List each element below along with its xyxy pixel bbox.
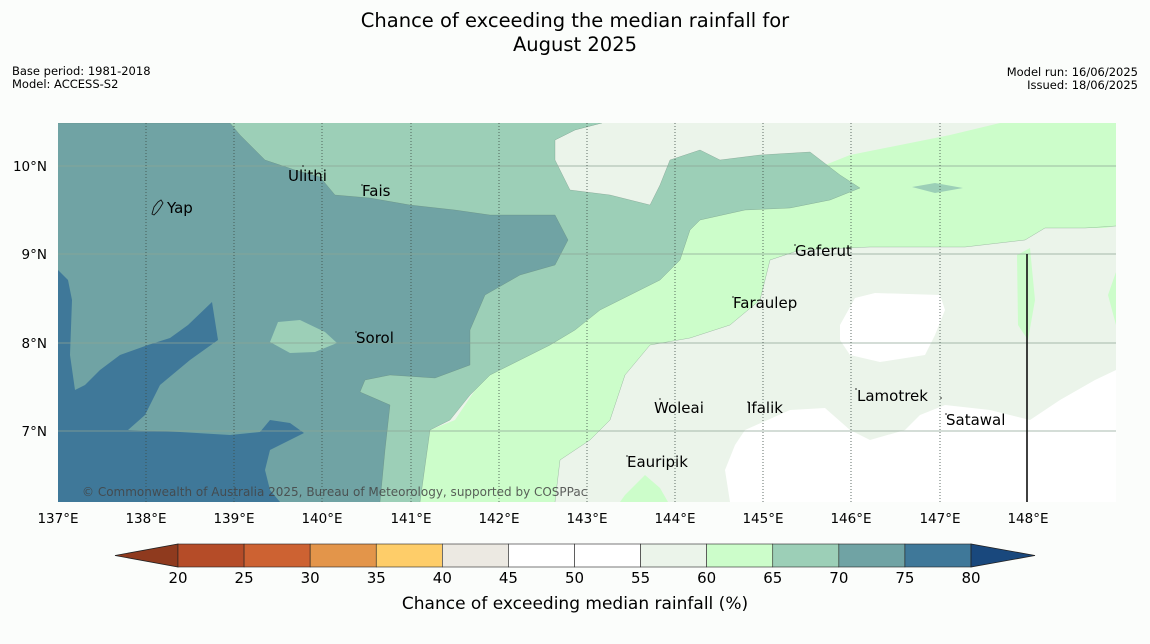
region-75-80 (58, 123, 568, 502)
colorbar-tick-label: 35 (366, 569, 386, 587)
lon-label: 138°E (125, 511, 166, 527)
region-65-70-patch (1108, 272, 1116, 325)
lat-label: 7°N (22, 424, 47, 440)
place-label-woleai: Woleai (654, 399, 704, 417)
place-label-eauripik: Eauripik (627, 453, 688, 471)
colorbar-tick-label: 30 (300, 569, 320, 587)
colorbar-swatch (706, 543, 774, 568)
lat-label: 8°N (22, 336, 47, 352)
colorbar-tick-label: 20 (168, 569, 188, 587)
copyright-notice: © Commonwealth of Australia 2025, Bureau… (82, 485, 587, 499)
place-label-yap: Yap (166, 199, 193, 217)
colorbar (114, 543, 1036, 568)
place-label-fais: Fais (362, 182, 391, 200)
colorbar-swatch (508, 543, 575, 568)
colorbar-tick-label: 75 (895, 569, 915, 587)
base-info: Base period: 1981-2018 Model: ACCESS-S2 (12, 65, 151, 91)
island-markers (151, 165, 947, 457)
place-label-ifalik: Ifalik (747, 399, 783, 417)
map-title: Chance of exceeding the median rainfall … (0, 9, 1150, 57)
colorbar-swatch (772, 543, 840, 568)
region-white (725, 370, 1116, 502)
region-70-75-island (270, 320, 337, 353)
lon-gridlines (145, 123, 941, 502)
yap-island-outline (151, 199, 164, 216)
lon-label: 146°E (830, 511, 871, 527)
region-white (840, 293, 945, 362)
model-name: Model: ACCESS-S2 (12, 77, 119, 91)
lon-label: 148°E (1007, 511, 1048, 527)
region-65-70 (420, 123, 1116, 502)
colorbar-swatch (177, 543, 245, 568)
colorbar-tick-label: 45 (498, 569, 518, 587)
lon-label: 147°E (919, 511, 960, 527)
colorbar-swatch (309, 543, 377, 568)
colorbar-swatch (574, 543, 641, 568)
lat-label: 9°N (22, 247, 47, 263)
place-label-gaferut: Gaferut (795, 242, 852, 260)
lon-label: 142°E (478, 511, 519, 527)
colorbar-tick-label: 60 (697, 569, 717, 587)
title-line-1: Chance of exceeding the median rainfall … (360, 9, 790, 32)
lat-label: 10°N (13, 159, 47, 175)
issued-date: Issued: 18/06/2025 (1027, 78, 1138, 92)
region-80-plus (58, 270, 304, 502)
colorbar-swatch (904, 543, 972, 568)
place-label-satawal: Satawal (946, 411, 1005, 429)
region-white-patch (1003, 430, 1030, 445)
region-70-75-patch (912, 183, 963, 193)
colorbar-extend-high (970, 543, 1036, 568)
run-info: Model run: 16/06/2025 Issued: 18/06/2025 (1007, 66, 1138, 92)
place-label-lamotrek: Lamotrek (857, 387, 928, 405)
lon-label: 137°E (37, 511, 78, 527)
colorbar-swatch (640, 543, 707, 568)
colorbar-tick-label: 65 (763, 569, 783, 587)
lon-label: 141°E (390, 511, 431, 527)
region-70-75-island (555, 123, 602, 140)
colorbar-tick-label: 40 (432, 569, 452, 587)
model-run: Model run: 16/06/2025 (1006, 65, 1138, 79)
colorbar-swatch (838, 543, 906, 568)
region-65-70-patch (620, 475, 668, 502)
colorbar-swatch (243, 543, 311, 568)
colorbar-tick-label: 25 (234, 569, 254, 587)
title-line-2: August 2025 (512, 33, 638, 56)
colorbar-tick-label: 55 (631, 569, 651, 587)
place-label-ulithi: Ulithi (288, 167, 327, 185)
colorbar-swatch (375, 543, 443, 568)
lon-label: 145°E (742, 511, 783, 527)
lon-label: 139°E (213, 511, 254, 527)
place-label-faraulep: Faraulep (733, 294, 797, 312)
lon-label: 144°E (654, 511, 695, 527)
map-fill (58, 123, 1116, 502)
place-label-sorol: Sorol (356, 329, 394, 347)
colorbar-tick-label: 80 (961, 569, 981, 587)
region-65-70-patch (1017, 248, 1035, 340)
base-period: Base period: 1981-2018 (12, 64, 151, 78)
colorbar-tick-label: 50 (564, 569, 585, 587)
colorbar-tick-label: 70 (829, 569, 849, 587)
colorbar-title: Chance of exceeding median rainfall (%) (401, 594, 749, 614)
lon-label: 140°E (301, 511, 342, 527)
lon-label: 143°E (566, 511, 607, 527)
colorbar-extend-low (114, 543, 179, 568)
colorbar-swatch (442, 543, 509, 568)
